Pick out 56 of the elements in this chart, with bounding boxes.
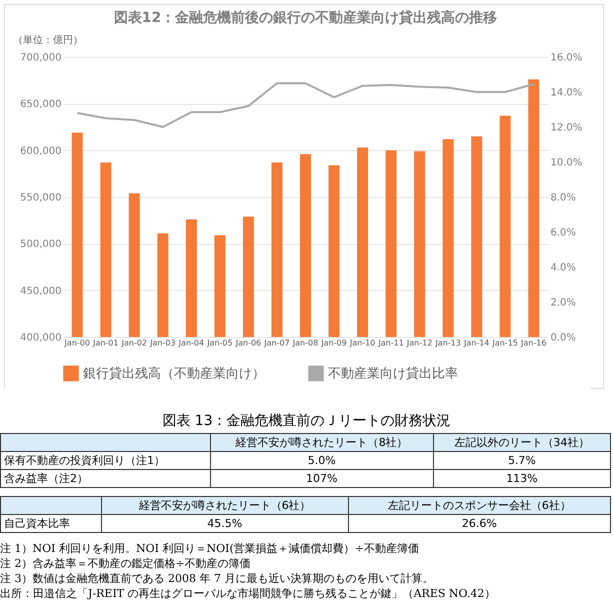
x-tick-label: Jan-09 <box>320 338 347 348</box>
x-tick-label: Jan-16 <box>520 338 546 348</box>
y-tick-label: 550,000 <box>20 192 62 204</box>
text: 図表 13：金融危機直前のＪリートの財務状況 <box>161 412 452 430</box>
y-tick-label: 600,000 <box>20 146 62 157</box>
y2-tick-label: 6.0% <box>550 228 576 238</box>
text: 保有不動産の投資利回り（注1） <box>0 452 210 470</box>
x-tick-label: Jan-14 <box>462 338 490 348</box>
x-tick-label: Jan-05 <box>206 338 233 348</box>
y2-tick-label: 0.0% <box>550 332 576 344</box>
y-tick-label: 500,000 <box>20 239 62 250</box>
text: 経営不安が噂されたリート（8社） <box>210 434 434 452</box>
y-tick-label: 450,000 <box>20 286 62 297</box>
text: 左記以外のリート（34社） <box>433 434 610 452</box>
x-tick-label: Jan-11 <box>377 338 404 348</box>
x-tick-label: Jan-15 <box>492 338 518 348</box>
text: 113% <box>433 470 610 488</box>
text: 45.5% <box>101 514 348 532</box>
x-tick-label: Jan-01 <box>92 338 118 348</box>
text: 出所：田邉信之「J-REIT の再生はグローバルな市場間競争に勝ち残ることが鍵」（ARES NO.42） <box>0 586 496 601</box>
x-tick-label: Jan-00 <box>64 338 90 348</box>
x-tick-label: Jan-10 <box>348 338 376 348</box>
y-tick-label: 650,000 <box>20 99 62 110</box>
x-tick-label: Jan-03 <box>149 338 176 348</box>
text: 注 1）NOI 利回りを利用。NOI 利回り＝NOI(営業損益＋減価償却費）÷不動産簿価 <box>0 541 420 556</box>
legend-label: 銀行貸出残高（不動産業向け） <box>83 365 265 382</box>
y2-tick-label: 2.0% <box>550 298 576 308</box>
y2-tick-label: 16.0% <box>550 52 582 64</box>
y2-tick-label: 14.0% <box>550 88 582 98</box>
text: （単位：億円） <box>13 34 83 46</box>
x-tick-label: Jan-08 <box>292 338 318 348</box>
line-series <box>76 82 535 128</box>
x-tick-label: Jan-04 <box>178 338 204 348</box>
legend-label: 不動産業向け貸出比率 <box>328 365 458 382</box>
y-tick-label: 400,000 <box>20 332 62 344</box>
text: 注 2）含み益率＝不動産の鑑定価格÷不動産の簿価 <box>0 556 252 571</box>
text: 経営不安が噂されたリート（6社） <box>101 496 348 514</box>
x-tick-label: Jan-07 <box>263 338 290 348</box>
text: 5.7% <box>433 452 610 470</box>
x-tick-label: Jan-13 <box>434 338 461 348</box>
text: 5.0% <box>210 452 434 470</box>
x-tick-label: Jan-02 <box>120 338 148 348</box>
x-tick-label: Jan-12 <box>406 338 432 348</box>
text: 含み益率（注2） <box>0 470 210 488</box>
y2-tick-label: 10.0% <box>550 158 582 168</box>
y2-tick-label: 12.0% <box>550 122 582 134</box>
x-tick-label: Jan-06 <box>234 338 262 348</box>
text: 26.6% <box>348 514 610 532</box>
y-tick-label: 700,000 <box>20 52 62 64</box>
y2-tick-label: 4.0% <box>550 262 576 274</box>
chart-title: 図表12：金融危機前後の銀行の不動産業向け貸出残高の推移 <box>114 9 498 26</box>
text: 107% <box>210 470 434 488</box>
text: 左記リートのスポンサー会社（6社） <box>348 496 610 514</box>
y2-tick-label: 8.0% <box>550 192 576 204</box>
text: 自己資本比率 <box>0 514 102 532</box>
text: 注 3）数値は金融危機直前である 2008 年 7 月に最も近い決算期のものを用いて計算。 <box>0 571 434 586</box>
